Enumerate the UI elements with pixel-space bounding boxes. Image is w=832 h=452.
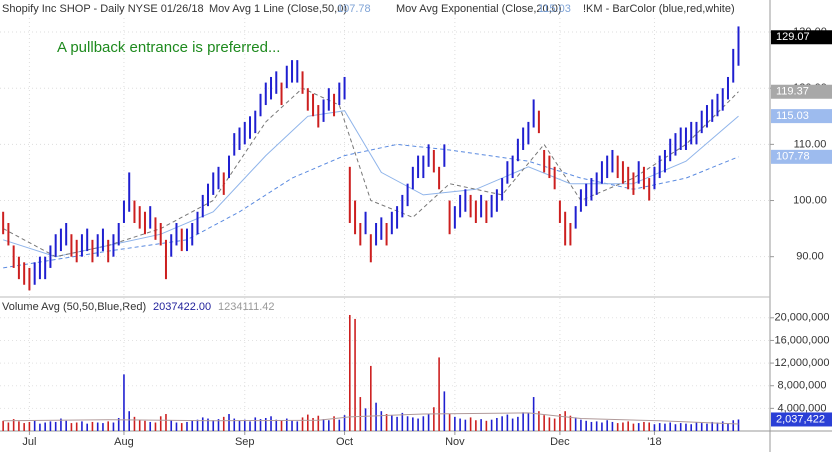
axis-marker [771, 109, 832, 124]
annotation: A pullback entrance is preferred... [57, 39, 280, 56]
x-tick-label: Nov [445, 436, 465, 448]
x-tick-label: Oct [336, 436, 353, 448]
indicator-name: Mov Avg 1 Line (Close,50,0) [209, 3, 347, 15]
axis-marker [771, 30, 832, 45]
x-tick-label: Aug [114, 436, 134, 448]
y-tick-label: 8,000,000 [778, 380, 827, 392]
x-tick-label: Jul [22, 436, 36, 448]
indicator-value: 115.03 [538, 3, 571, 15]
axis-marker-label: 129.07 [776, 31, 810, 43]
axis-marker [771, 84, 832, 99]
x-tick-label: Dec [550, 436, 570, 448]
chart-title: Shopify Inc SHOP - Daily NYSE 01/26/18 [2, 3, 204, 15]
indicator-value: 107.78 [337, 3, 371, 15]
axis-marker [771, 412, 832, 427]
volume-title: Volume Avg (50,50,Blue,Red) [2, 301, 146, 313]
volume-average [3, 412, 739, 425]
volume-value: 2037422.00 [153, 301, 211, 313]
y-tick-label: 16,000,000 [774, 334, 829, 346]
moving-average [3, 110, 739, 258]
axis-marker-label: 2,037,422 [776, 413, 825, 425]
y-tick-label: 100.00 [793, 194, 827, 206]
study-label: !KM - BarColor (blue,red,white) [583, 3, 735, 15]
y-tick-label: 4,000,000 [778, 402, 827, 414]
y-tick-label: 90.00 [796, 251, 824, 263]
x-tick-label: Sep [235, 436, 255, 448]
y-tick-label: 12,000,000 [774, 357, 829, 369]
x-tick-label: '18 [647, 436, 661, 448]
y-tick-label: 110.00 [794, 138, 827, 150]
axis-marker-label: 119.37 [776, 86, 809, 98]
moving-average [2, 87, 739, 258]
volume-avg-value: 1234111.42 [218, 301, 274, 313]
indicator-name: Mov Avg Exponential (Close,20,0) [396, 3, 562, 15]
y-tick-label: 20,000,000 [774, 312, 829, 324]
axis-marker-label: 115.03 [776, 110, 809, 122]
axis-marker [771, 149, 832, 164]
axis-marker-label: 107.78 [776, 151, 810, 163]
